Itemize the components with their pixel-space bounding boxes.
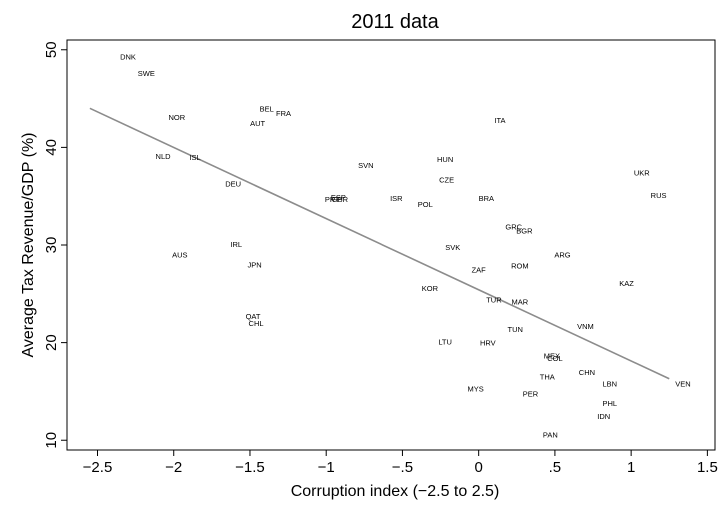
fit-line bbox=[89, 107, 670, 380]
data-point-label: VNM bbox=[577, 322, 594, 331]
data-point-label: TUN bbox=[508, 325, 523, 334]
data-point-label: ITA bbox=[494, 116, 505, 125]
data-point-label: THA bbox=[540, 373, 555, 382]
data-point-label: GBR bbox=[332, 195, 349, 204]
data-point-label: PER bbox=[523, 389, 539, 398]
data-point-label: NLD bbox=[156, 152, 172, 161]
x-tick-label: −1.5 bbox=[235, 459, 265, 476]
x-axis-ticks: −2.5 −2 −1.5 −1 −.5 0 .5 1 1.5 bbox=[83, 450, 718, 476]
data-point-label: FRA bbox=[276, 109, 291, 118]
x-axis-label: Corruption index (−2.5 to 2.5) bbox=[291, 483, 500, 500]
data-point-label: ESP bbox=[331, 193, 346, 202]
data-point-label: MAR bbox=[512, 298, 529, 307]
data-point-label: ISL bbox=[189, 153, 200, 162]
data-point-label: PAN bbox=[543, 430, 558, 439]
x-tick-label: −1 bbox=[318, 459, 335, 476]
data-point-label: CHL bbox=[249, 319, 264, 328]
y-tick-label: 30 bbox=[43, 237, 60, 254]
data-point-label: CZE bbox=[439, 176, 454, 185]
data-point-label: SVK bbox=[445, 243, 460, 252]
y-axis-label: Average Tax Revenue/GDP (%) bbox=[20, 132, 37, 357]
data-point-label: COL bbox=[547, 354, 562, 363]
data-point-label: KAZ bbox=[619, 279, 634, 288]
data-point-label: RUS bbox=[651, 191, 667, 200]
data-point-label: SVN bbox=[358, 161, 373, 170]
data-point-label: BRA bbox=[479, 194, 494, 203]
data-point-label: AUT bbox=[250, 119, 265, 128]
data-point-label: MYS bbox=[467, 384, 483, 393]
x-tick-label: .5 bbox=[549, 459, 562, 476]
data-point-label: TUR bbox=[486, 296, 502, 305]
data-point-label: GRC bbox=[505, 222, 522, 231]
y-tick-label: 10 bbox=[43, 432, 60, 449]
fit-line-group bbox=[89, 107, 670, 380]
data-point-label: CHN bbox=[579, 368, 595, 377]
data-point-label: KOR bbox=[422, 284, 439, 293]
data-point-label: BEL bbox=[260, 104, 274, 113]
x-tick-label: −2 bbox=[165, 459, 182, 476]
chart-title: 2011 data bbox=[351, 11, 439, 33]
x-tick-label: −2.5 bbox=[83, 459, 113, 476]
data-point-label: IDN bbox=[597, 412, 610, 421]
data-point-label: UKR bbox=[634, 169, 650, 178]
data-point-label: DEU bbox=[225, 179, 241, 188]
data-point-label: QAT bbox=[246, 312, 261, 321]
data-point-label: LBN bbox=[602, 380, 617, 389]
y-axis-ticks: 10 20 30 40 50 bbox=[43, 41, 67, 449]
data-point-label: SWE bbox=[138, 69, 155, 78]
data-point-label: HRV bbox=[480, 339, 496, 348]
data-point-label: JPN bbox=[247, 260, 261, 269]
data-point-label: AUS bbox=[172, 251, 187, 260]
data-point-label: MEX bbox=[544, 351, 560, 360]
plot-frame bbox=[66, 39, 716, 451]
data-point-label: HUN bbox=[437, 155, 453, 164]
data-point-label: PHL bbox=[602, 399, 617, 408]
y-tick-label: 40 bbox=[43, 139, 60, 156]
data-point-label: NOR bbox=[168, 113, 185, 122]
data-point-label: ISR bbox=[390, 194, 403, 203]
data-point-label: BGR bbox=[516, 226, 533, 235]
data-point-label: LTU bbox=[438, 338, 452, 347]
data-point-label: ZAF bbox=[472, 265, 487, 274]
data-point-label: IRL bbox=[230, 240, 242, 249]
data-point-label: PRT bbox=[325, 195, 340, 204]
x-tick-label: 1 bbox=[627, 459, 635, 476]
x-tick-label: 1.5 bbox=[697, 459, 718, 476]
x-tick-label: 0 bbox=[474, 459, 482, 476]
y-tick-label: 50 bbox=[43, 41, 60, 58]
data-point-label: DNK bbox=[120, 53, 136, 62]
data-point-label: ROM bbox=[511, 261, 529, 270]
data-point-label: ARG bbox=[554, 251, 570, 260]
data-point-label: VEN bbox=[675, 380, 690, 389]
data-point-label: POL bbox=[418, 200, 433, 209]
y-tick-label: 20 bbox=[43, 334, 60, 351]
x-tick-label: −.5 bbox=[392, 459, 413, 476]
